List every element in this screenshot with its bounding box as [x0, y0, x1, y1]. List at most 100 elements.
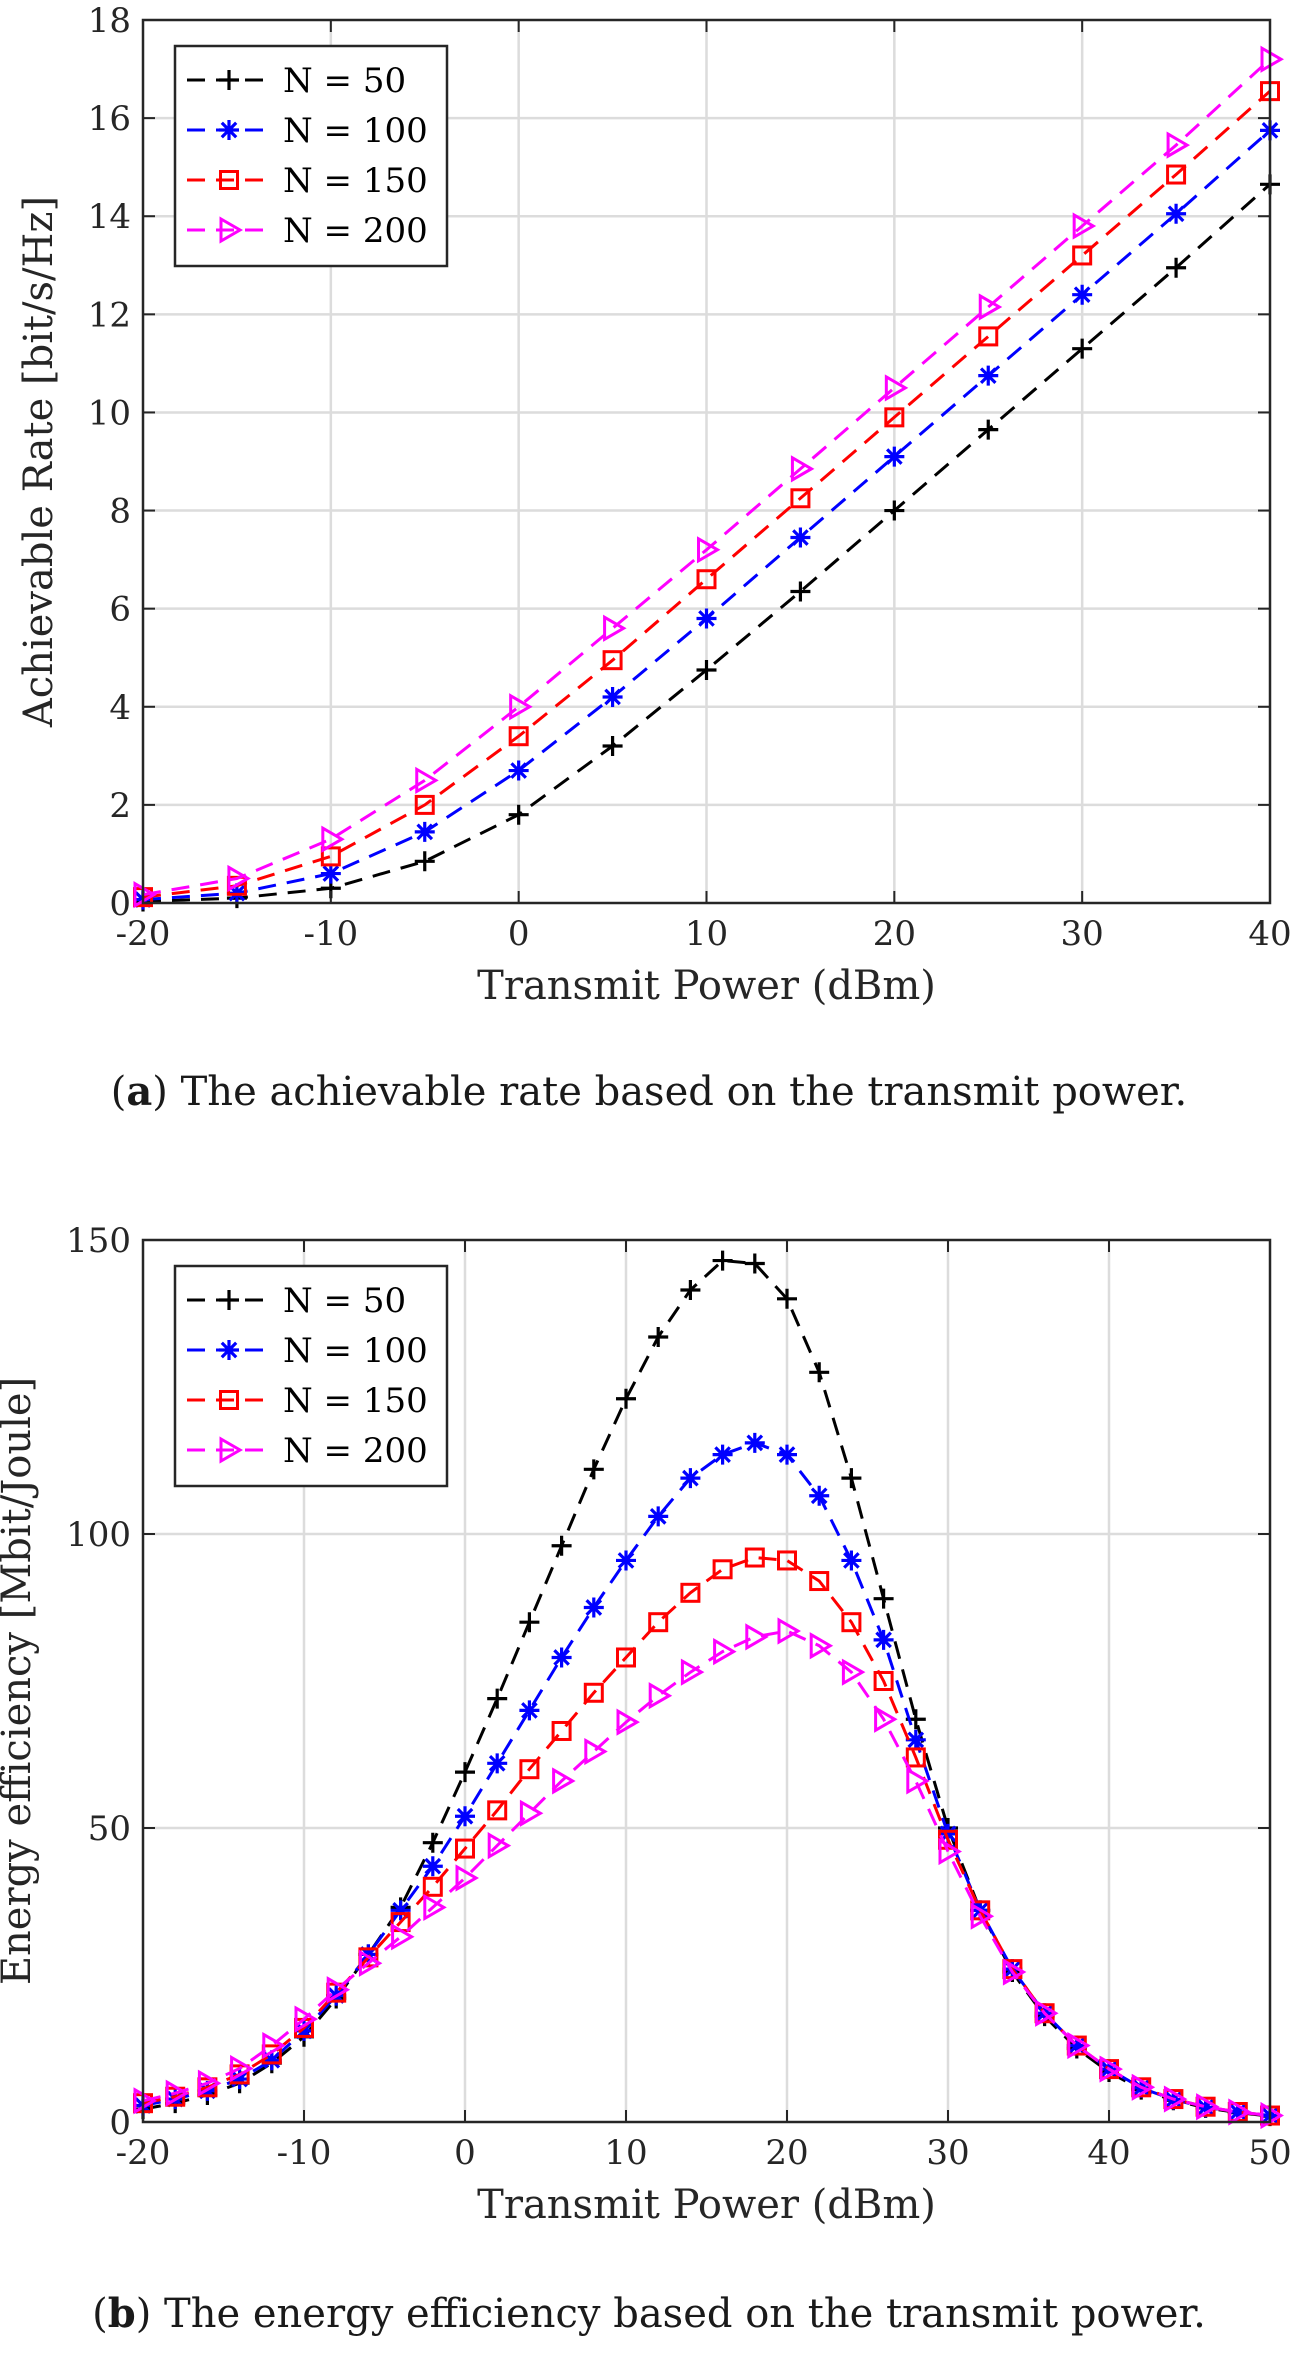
data-point [1002, 1958, 1027, 1986]
data-point [648, 1682, 673, 1710]
legend-item: N = 50 [187, 61, 406, 101]
data-point [841, 1658, 866, 1686]
legend-label: N = 150 [283, 161, 428, 201]
data-point [487, 1832, 512, 1860]
data-point [680, 1582, 701, 1603]
data-point [227, 864, 251, 893]
data-point [938, 1837, 962, 1866]
data-point [414, 821, 435, 842]
data-point [326, 1976, 351, 2004]
x-tick-label: 20 [765, 2133, 808, 2173]
data-point [583, 1682, 604, 1703]
data-point [978, 419, 999, 440]
x-tick-label: 20 [873, 914, 916, 954]
data-point [1166, 131, 1191, 159]
chart-a: -20 -10 0 10 20 30 40 0 2 4 6 8 10 12 14 16 18 Transmit P… [16, 1, 1292, 1009]
legend-item: N = 200 [187, 1431, 428, 1471]
data-point [1072, 212, 1097, 240]
y-tick-label: 50 [88, 1809, 131, 1849]
data-point [1099, 2055, 1123, 2083]
data-point [777, 1550, 797, 1571]
x-tick-label: 0 [508, 914, 530, 954]
data-point [508, 726, 529, 747]
y-tick-label: 6 [109, 590, 131, 630]
data-point [744, 1547, 765, 1568]
legend-swatch-marker [219, 120, 239, 140]
data-point [884, 500, 905, 521]
data-point [519, 1612, 540, 1633]
y-tick-label: 14 [88, 197, 131, 237]
data-point [1072, 245, 1093, 266]
chart-panel-b: -20 -10 0 10 20 30 40 50 0 50 100 150 Transmit Power… [0, 1210, 1298, 2357]
data-point [133, 2087, 157, 2115]
data-point [455, 1806, 475, 1827]
data-point [583, 1597, 604, 1618]
data-point [455, 1864, 479, 1892]
data-point [391, 1923, 415, 1951]
data-point [294, 2020, 314, 2041]
x-tick-label: 0 [454, 2133, 476, 2173]
data-point [455, 1838, 475, 1859]
legend-swatch-marker [219, 216, 243, 244]
data-point [744, 1253, 765, 1274]
data-point [905, 1729, 926, 1750]
data-point [648, 1327, 669, 1348]
data-point [616, 1388, 636, 1409]
data-point [712, 1250, 733, 1271]
data-point [261, 2050, 282, 2071]
series-4 [133, 45, 1284, 909]
data-point [551, 1720, 572, 1741]
data-point [422, 1832, 443, 1853]
caption-b-text: The energy efficiency based on the trans… [164, 2291, 1206, 2337]
x-tick-label: 50 [1248, 2133, 1291, 2173]
caption-a-letter: a [126, 1068, 153, 1115]
data-point [165, 2079, 190, 2107]
legend-swatch-marker [219, 1290, 239, 1310]
data-point [841, 1550, 862, 1571]
data-point [358, 1949, 383, 1977]
data-point [455, 1762, 475, 1783]
series-line [142, 58, 1272, 897]
data-point [583, 1459, 604, 1480]
data-point [790, 581, 811, 602]
data-point [602, 650, 623, 671]
legend-label: N = 200 [283, 1431, 428, 1471]
x-tick-label: 40 [1248, 914, 1291, 954]
data-point [790, 455, 815, 483]
data-point [423, 1893, 447, 1921]
caption-b: (b) The energy efficiency based on the t… [92, 2290, 1206, 2337]
caption-a-text: The achievable rate based on the transmi… [180, 1069, 1188, 1115]
data-point [884, 407, 905, 428]
data-point [320, 846, 341, 867]
data-point [874, 1705, 898, 1733]
data-point [509, 693, 533, 721]
legend-swatch-marker [219, 1340, 239, 1360]
y-tick-label: 8 [109, 492, 131, 532]
legend-label: N = 150 [283, 1381, 428, 1421]
data-point [197, 2069, 222, 2097]
data-point [551, 1647, 572, 1668]
y-tick-label: 18 [88, 1, 131, 41]
y-tick-label: 0 [109, 2103, 131, 2143]
y-tick-label: 2 [109, 786, 131, 826]
data-point [680, 1468, 701, 1489]
data-point [696, 659, 717, 680]
legend-swatch-marker [219, 1390, 239, 1410]
data-point [1072, 338, 1093, 359]
data-point [680, 1279, 701, 1300]
data-point [551, 1535, 572, 1556]
legend-item: N = 100 [187, 1331, 428, 1371]
legend-item: N = 200 [187, 211, 428, 251]
data-point [777, 1288, 797, 1309]
legend-item: N = 150 [187, 161, 428, 201]
x-tick-label: -10 [277, 2133, 332, 2173]
data-point [841, 1468, 862, 1489]
y-tick-label: 12 [88, 295, 131, 335]
x-axis-title: Transmit Power (dBm) [477, 963, 936, 1009]
data-point [1166, 257, 1187, 278]
data-point [938, 1823, 958, 1844]
y-tick-label: 100 [66, 1515, 131, 1555]
x-axis-title: Transmit Power (dBm) [477, 2182, 936, 2228]
y-axis-title: Energy efficiency [Mbit/Joule] [0, 1377, 40, 1985]
legend-label: N = 50 [283, 1281, 406, 1321]
